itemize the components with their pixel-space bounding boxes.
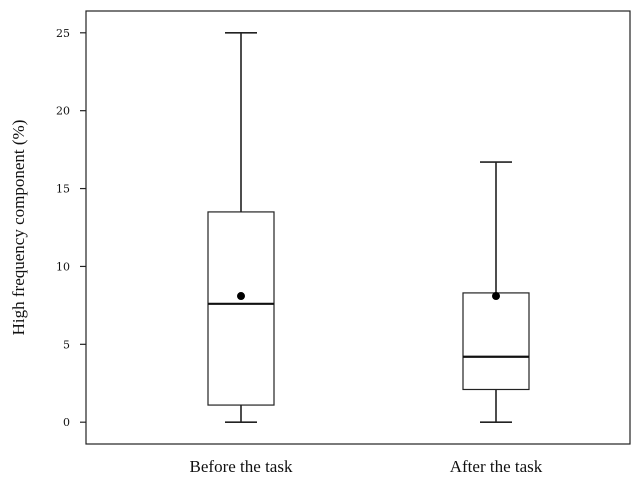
iqr-box	[462, 292, 530, 391]
x-category-label: After the task	[450, 457, 543, 476]
mean-point	[492, 292, 500, 301]
box-before	[207, 32, 275, 423]
x-category-label: Before the task	[190, 457, 293, 476]
box-group	[207, 32, 530, 423]
box-after	[462, 161, 530, 423]
y-tick-label: 0	[63, 416, 70, 429]
plot-frame	[85, 10, 631, 445]
y-axis: 0 5 10 15 20 25	[56, 27, 86, 429]
iqr-box	[207, 211, 275, 406]
plot-border	[85, 10, 631, 445]
y-tick-label: 20	[56, 105, 70, 118]
y-tick-label: 5	[63, 338, 70, 351]
x-axis-labels: Before the task After the task	[190, 457, 543, 476]
y-tick-label: 25	[56, 27, 70, 40]
y-tick-label: 15	[56, 183, 70, 196]
y-tick-label: 10	[56, 260, 70, 273]
y-axis-title: High frequency component (%)	[9, 120, 28, 336]
mean-point	[237, 292, 245, 301]
